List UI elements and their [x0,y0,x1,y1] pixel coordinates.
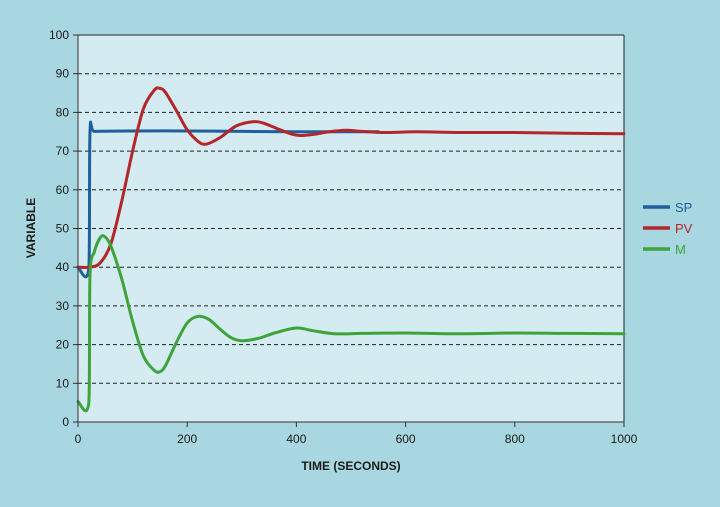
x-tick-label-1000: 1000 [611,432,638,446]
y-tick-label-80: 80 [56,105,70,119]
series-line-pv [76,86,626,269]
y-axis-title: VARIABLE [24,198,38,258]
x-axis-title: TIME (SECONDS) [301,459,400,473]
legend-label-m: M [675,242,686,257]
y-tick-label-10: 10 [56,376,70,390]
y-tick-label-90: 90 [56,67,70,81]
gridlines [78,34,625,422]
x-tick-label-200: 200 [177,432,197,446]
legend: SP PV M [643,200,693,257]
y-tick-label-20: 20 [56,338,70,352]
x-tick-label-0: 0 [75,432,82,446]
y-tick-label-30: 30 [56,299,70,313]
legend-label-sp: SP [675,200,692,215]
x-tick-label-600: 600 [396,432,416,446]
y-tick-label-70: 70 [56,144,70,158]
series-lines [76,86,626,413]
y-tick-label-100: 100 [49,28,69,42]
series-line-m [76,234,626,413]
y-tick-label-40: 40 [56,260,70,274]
legend-label-pv: PV [675,221,693,236]
x-tick-label-400: 400 [286,432,306,446]
y-tick-label-50: 50 [56,222,70,236]
y-tick-label-60: 60 [56,183,70,197]
y-tick-label-0: 0 [62,415,69,429]
x-tick-label-800: 800 [505,432,525,446]
